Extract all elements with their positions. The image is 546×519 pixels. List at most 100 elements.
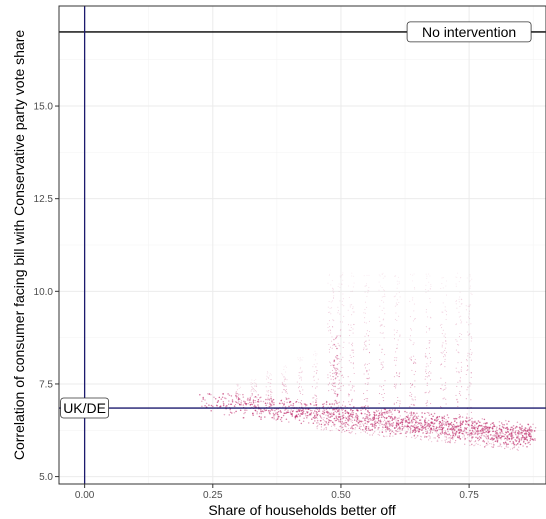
data-point <box>432 429 434 431</box>
data-point <box>427 316 429 318</box>
data-point <box>396 371 398 374</box>
data-point <box>316 409 319 411</box>
data-point <box>311 386 313 388</box>
data-point <box>298 402 300 404</box>
data-point <box>492 443 494 445</box>
data-point <box>256 385 258 387</box>
data-point <box>507 436 509 438</box>
data-point <box>488 426 491 429</box>
data-point <box>523 438 526 440</box>
data-point <box>302 411 304 414</box>
data-point <box>396 303 398 306</box>
data-point <box>213 396 215 398</box>
data-point <box>420 436 422 438</box>
data-point <box>415 426 418 429</box>
data-point <box>252 414 254 416</box>
data-point <box>469 275 471 277</box>
data-point <box>351 415 353 418</box>
x-axis-title: Share of households better off <box>208 502 395 518</box>
data-point <box>320 416 322 418</box>
data-point <box>260 410 262 413</box>
data-point <box>504 437 507 440</box>
data-point <box>374 431 376 433</box>
data-point <box>398 422 400 424</box>
data-point <box>336 395 338 398</box>
data-point <box>424 412 426 415</box>
data-point <box>444 388 446 390</box>
data-point <box>364 364 366 366</box>
data-point <box>349 306 351 308</box>
data-point <box>394 416 396 419</box>
data-point <box>310 412 313 414</box>
data-point <box>295 400 298 403</box>
data-point <box>245 402 248 405</box>
data-point <box>265 404 267 406</box>
data-point <box>355 413 357 415</box>
data-point <box>300 403 303 405</box>
data-point <box>466 413 468 415</box>
data-point <box>253 379 255 382</box>
data-point <box>238 393 240 395</box>
data-point <box>373 423 376 426</box>
data-point <box>515 430 517 432</box>
data-point <box>388 423 390 425</box>
data-point <box>475 436 477 438</box>
data-point <box>302 410 305 412</box>
data-point <box>282 414 285 417</box>
data-point <box>422 428 424 430</box>
data-point <box>425 432 428 435</box>
data-point <box>341 425 343 427</box>
data-point <box>457 435 459 437</box>
data-point <box>419 419 422 421</box>
data-point <box>338 370 340 372</box>
data-point <box>513 443 516 445</box>
data-point <box>457 424 459 426</box>
data-point <box>270 379 272 381</box>
data-point <box>228 414 231 416</box>
data-point <box>333 414 335 416</box>
data-point <box>328 416 330 418</box>
data-point <box>456 307 458 309</box>
data-point <box>306 412 309 414</box>
data-point <box>333 403 336 405</box>
data-point <box>378 403 380 405</box>
data-point <box>379 419 382 422</box>
data-point <box>452 427 455 430</box>
data-point <box>406 416 409 418</box>
data-point <box>331 415 333 417</box>
data-point <box>426 275 428 277</box>
data-point <box>411 383 413 385</box>
data-point <box>518 426 521 429</box>
data-point <box>281 373 283 375</box>
data-point <box>342 417 345 419</box>
data-point <box>315 395 318 397</box>
data-point <box>377 433 379 436</box>
data-point <box>366 348 368 350</box>
data-point <box>412 299 414 301</box>
data-point <box>260 411 262 413</box>
data-point <box>270 391 272 393</box>
data-point <box>371 428 373 430</box>
data-point <box>269 399 271 401</box>
data-point <box>471 422 474 425</box>
data-point <box>367 373 369 375</box>
data-point <box>457 401 459 403</box>
data-point <box>250 395 252 397</box>
data-point <box>235 401 237 403</box>
data-point <box>448 433 451 436</box>
data-point <box>362 417 365 419</box>
data-point <box>455 276 457 278</box>
data-point <box>393 338 396 340</box>
data-point <box>459 420 462 422</box>
data-point <box>335 417 338 419</box>
data-point <box>328 274 330 277</box>
data-point <box>382 272 384 274</box>
data-point <box>424 419 426 421</box>
data-point <box>443 420 445 422</box>
data-point <box>381 430 383 433</box>
data-point <box>227 393 229 395</box>
data-point <box>395 359 397 361</box>
data-point <box>434 429 436 431</box>
data-point <box>332 376 334 378</box>
data-point <box>363 406 366 408</box>
